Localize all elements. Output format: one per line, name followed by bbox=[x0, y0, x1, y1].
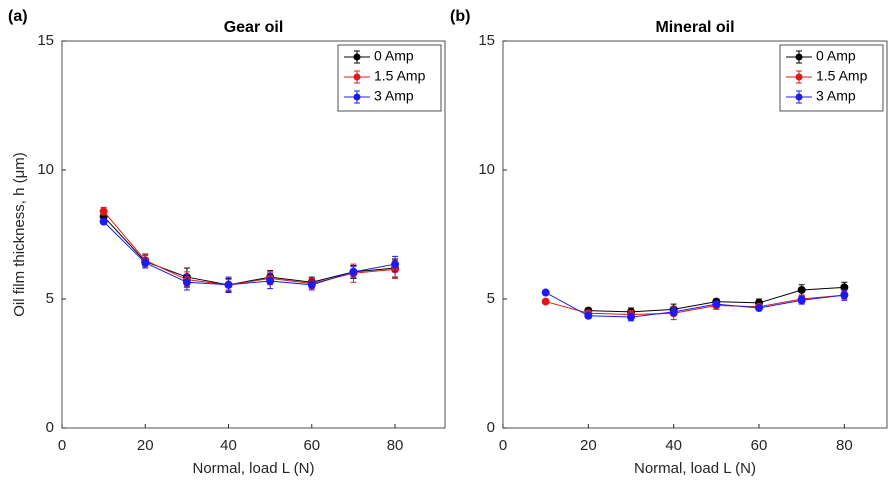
legend-label: 3 Amp bbox=[816, 88, 856, 104]
data-point bbox=[99, 217, 108, 226]
data-point bbox=[584, 311, 593, 320]
data-point bbox=[797, 296, 806, 305]
chart-title: Gear oil bbox=[224, 19, 284, 36]
legend-marker bbox=[795, 53, 803, 61]
y-axis-label: Oil film thickness, h (μm) bbox=[11, 152, 28, 317]
legend-label: 3 Amp bbox=[374, 88, 414, 104]
axes-box bbox=[502, 40, 888, 429]
data-point bbox=[541, 297, 550, 306]
legend-label: 0 Amp bbox=[816, 48, 856, 64]
legend-marker bbox=[353, 93, 361, 101]
series-line bbox=[545, 294, 845, 315]
data-point bbox=[307, 280, 316, 289]
data-point bbox=[669, 307, 678, 316]
y-tick-label: 5 bbox=[46, 290, 54, 307]
data-point bbox=[840, 283, 849, 292]
x-tick-label: 20 bbox=[137, 437, 154, 454]
data-point bbox=[712, 300, 721, 309]
data-point bbox=[141, 258, 150, 267]
x-tick-label: 0 bbox=[58, 437, 66, 454]
x-tick-label: 40 bbox=[220, 437, 237, 454]
panel-label: (a) bbox=[8, 8, 28, 25]
panel-label: (b) bbox=[450, 8, 470, 25]
y-tick-label: 15 bbox=[478, 32, 495, 49]
legend-marker bbox=[353, 53, 361, 61]
y-tick-label: 5 bbox=[487, 290, 495, 307]
data-point bbox=[266, 276, 275, 285]
legend-label: 1.5 Amp bbox=[374, 68, 426, 84]
x-tick-label: 40 bbox=[665, 437, 682, 454]
data-point bbox=[627, 313, 635, 322]
x-axis-label: Normal, load L (N) bbox=[193, 460, 315, 477]
data-point bbox=[99, 207, 108, 216]
y-tick-label: 10 bbox=[478, 161, 495, 178]
x-axis-label: Normal, load L (N) bbox=[634, 460, 756, 477]
data-point bbox=[349, 267, 358, 276]
legend-marker bbox=[795, 93, 803, 101]
series-line bbox=[545, 292, 845, 318]
data-point bbox=[840, 291, 849, 300]
legend-label: 0 Amp bbox=[374, 48, 414, 64]
series-line bbox=[103, 221, 396, 286]
x-tick-label: 0 bbox=[499, 437, 507, 454]
axes-box bbox=[61, 40, 446, 429]
data-point bbox=[797, 285, 806, 294]
data-point bbox=[391, 260, 400, 269]
y-tick-label: 0 bbox=[487, 419, 495, 436]
x-tick-label: 60 bbox=[303, 437, 320, 454]
panel: (b) Mineral oil Normal, load L (N) 0 20 40 60 8… bbox=[450, 8, 888, 477]
data-point bbox=[182, 278, 191, 287]
x-tick-label: 80 bbox=[387, 437, 404, 454]
chart-title: Mineral oil bbox=[655, 19, 734, 36]
x-tick-label: 60 bbox=[751, 437, 768, 454]
y-tick-label: 15 bbox=[37, 32, 54, 49]
legend-marker bbox=[353, 73, 361, 81]
x-tick-label: 80 bbox=[836, 437, 853, 454]
y-tick-label: 10 bbox=[37, 161, 54, 178]
data-point bbox=[755, 304, 763, 313]
y-tick-label: 0 bbox=[46, 419, 54, 436]
data-point bbox=[224, 280, 233, 289]
series-line bbox=[103, 210, 396, 286]
legend-label: 1.5 Amp bbox=[816, 68, 868, 84]
data-point bbox=[541, 288, 550, 297]
legend-marker bbox=[795, 73, 803, 81]
panel: (a) Gear oil Normal, load L (N) Oil film th… bbox=[8, 8, 446, 477]
x-tick-label: 20 bbox=[580, 437, 597, 454]
